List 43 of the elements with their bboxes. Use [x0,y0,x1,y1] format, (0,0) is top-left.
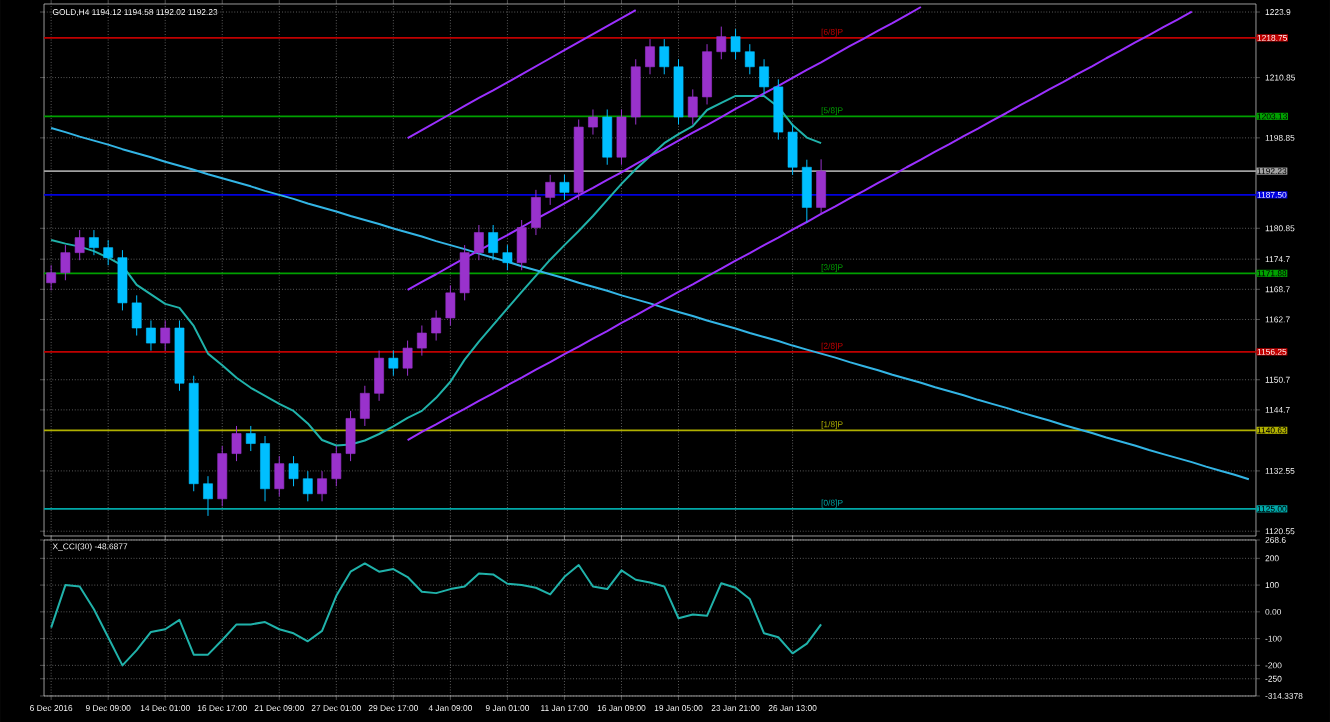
candlestick [716,26,727,60]
candlestick [502,244,513,271]
candlestick [260,435,270,502]
candlestick [359,385,370,427]
line-series [50,562,823,667]
candlestick [702,43,712,105]
candlestick [217,445,228,507]
candlestick [431,309,441,342]
candlestick [274,455,285,497]
candlestick [388,350,399,377]
candlestick [531,189,541,236]
candlestick [231,425,242,462]
candlestick [816,158,826,216]
candlestick [744,43,755,75]
candlestick [417,324,427,357]
candlestick [801,159,812,224]
candlestick [645,38,655,75]
candlestick [659,38,670,75]
candlestick [516,219,527,271]
line-series [406,10,1193,442]
candlestick [559,174,570,201]
candlestick [488,224,499,261]
candlestick [46,264,57,291]
candlestick [730,28,741,60]
candlestick [602,108,613,166]
line-series [50,127,1250,481]
candlestick [545,174,556,206]
candlestick [317,470,327,502]
candlestick [402,340,413,377]
candlestick [759,58,769,95]
candlestick [160,319,171,352]
candlestick [474,224,484,261]
candlestick [588,108,598,136]
candlestick [146,319,156,352]
candlestick [245,425,256,452]
candlestick [302,470,313,502]
candlestick [374,350,384,402]
candlestick [616,108,627,166]
candlestick [203,475,213,517]
candlestick [103,239,114,266]
candlestick [288,455,299,487]
candlestick [89,229,99,256]
candlestick [687,88,698,126]
